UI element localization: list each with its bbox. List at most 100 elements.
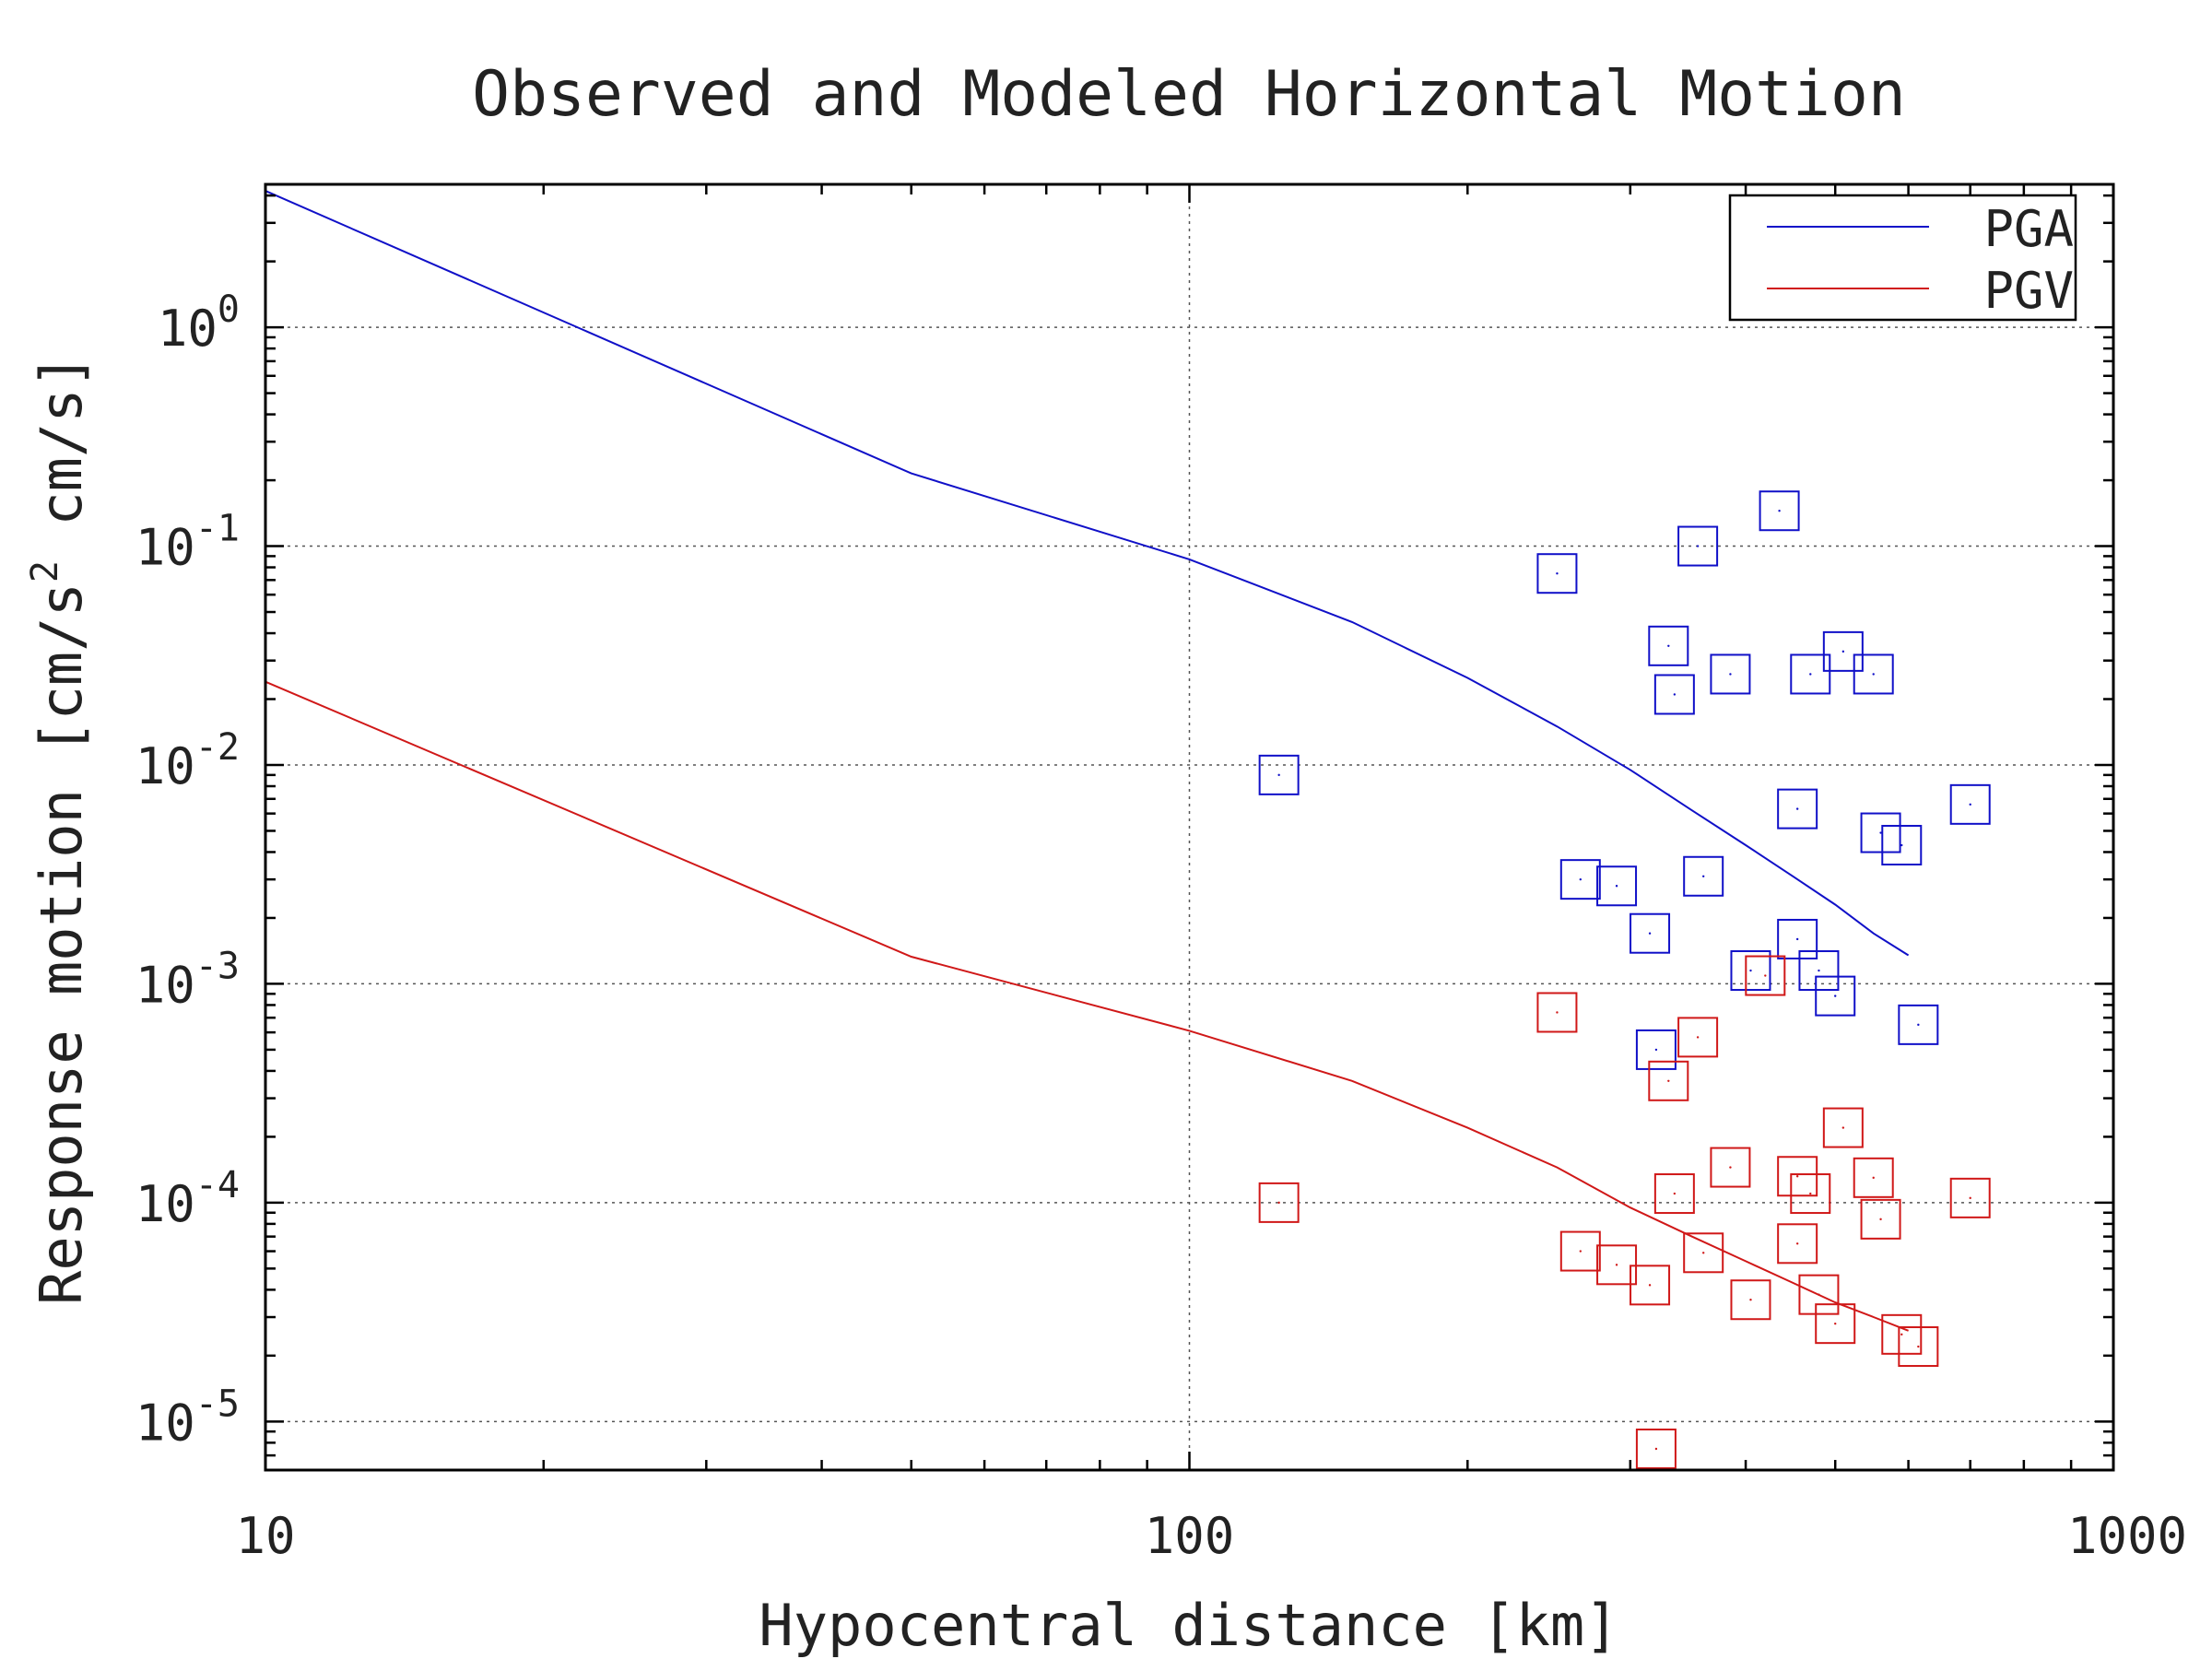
grid-lines xyxy=(265,184,2113,1470)
data-point-pga xyxy=(1860,812,1901,853)
y-tick-label: 10-3 xyxy=(135,945,240,1014)
data-point-center-pgv xyxy=(1795,1242,1799,1245)
data-point-center-pgv xyxy=(1579,1250,1583,1253)
data-point-center-pgv xyxy=(1872,1176,1875,1180)
y-axis-label-main: Response motion [cm/s xyxy=(28,582,95,1305)
y-tick-label-base: 10 xyxy=(135,737,195,795)
data-point-center-pga xyxy=(1277,773,1280,777)
y-tick-label-base: 10 xyxy=(135,956,195,1014)
data-markers xyxy=(1258,490,1991,1469)
data-point-pgv xyxy=(1860,1198,1901,1240)
data-point-pgv xyxy=(1635,1428,1677,1469)
data-point-center-pgv xyxy=(1749,1299,1752,1301)
y-tick-label-base: 10 xyxy=(135,1394,195,1452)
data-point-center-pgv xyxy=(1795,1175,1799,1178)
data-point-pga xyxy=(1710,653,1751,695)
y-tick-label-exponent: -1 xyxy=(195,508,240,550)
data-point-center-pgv xyxy=(1729,1166,1732,1169)
data-point-center-pga xyxy=(1673,693,1677,696)
y-tick-label-exponent: -2 xyxy=(195,726,240,769)
data-point-center-pga xyxy=(1556,572,1559,575)
data-point-pga xyxy=(1677,525,1719,567)
data-point-center-pga xyxy=(1900,843,1903,847)
data-point-pgv xyxy=(1777,1156,1818,1197)
data-point-center-pga xyxy=(1795,807,1799,810)
data-point-pgv xyxy=(1710,1147,1751,1188)
data-point-center-pga xyxy=(1579,877,1583,881)
data-point-pga xyxy=(1559,859,1601,900)
legend-label-pgv: PGV xyxy=(1983,262,2074,320)
data-point-center-pgv xyxy=(1834,1322,1837,1325)
data-point-center-pga xyxy=(1778,510,1781,512)
y-tick-label: 10-5 xyxy=(135,1382,240,1452)
data-point-center-pga xyxy=(1729,673,1732,676)
y-axis-label-tail: cm/s] xyxy=(28,354,95,560)
chart-title: Observed and Modeled Horizontal Motion xyxy=(472,58,1906,131)
data-point-center-pgv xyxy=(1648,1284,1652,1287)
x-tick-label: 100 xyxy=(1145,1507,1235,1565)
data-point-pgv xyxy=(1949,1177,1991,1218)
y-tick-label-exponent: -3 xyxy=(195,945,240,987)
data-point-pga xyxy=(1683,855,1724,897)
y-tick-label-base: 10 xyxy=(158,300,218,358)
data-point-center-pga xyxy=(1648,932,1652,935)
y-tick-label-exponent: 0 xyxy=(218,288,240,331)
data-point-pgv xyxy=(1653,1173,1695,1215)
data-point-pga xyxy=(1822,630,1864,672)
y-tick-label-exponent: -4 xyxy=(195,1164,240,1206)
x-tick-label: 10 xyxy=(235,1507,295,1565)
data-point-center-pga xyxy=(1834,994,1837,997)
data-point-pgv xyxy=(1898,1326,1939,1368)
data-point-pgv xyxy=(1630,1265,1671,1306)
data-point-pga xyxy=(1949,783,1991,825)
data-point-pgv xyxy=(1677,1017,1719,1058)
series-line-pgv xyxy=(265,680,1909,1332)
data-point-pgv xyxy=(1853,1157,1894,1198)
data-point-pga xyxy=(1790,653,1831,695)
data-point-center-pga xyxy=(1654,1048,1658,1052)
data-point-pgv xyxy=(1822,1107,1864,1148)
data-point-center-pgv xyxy=(1879,1218,1882,1221)
data-point-pga xyxy=(1536,553,1578,594)
data-point-pgv xyxy=(1777,1223,1818,1265)
y-tick-label-base: 10 xyxy=(135,519,195,577)
data-point-center-pgv xyxy=(1764,974,1767,977)
data-point-center-pgv xyxy=(1818,1293,1820,1296)
data-point-pga xyxy=(1777,788,1818,830)
data-point-center-pga xyxy=(1667,644,1670,648)
data-point-center-pgv xyxy=(1615,1264,1618,1266)
data-point-pgv xyxy=(1798,1274,1840,1315)
data-point-center-pgv xyxy=(1841,1126,1845,1129)
data-point-pgv xyxy=(1559,1230,1601,1272)
data-point-pga xyxy=(1798,950,1840,992)
legend: PGA PGV xyxy=(1728,194,2077,322)
data-point-pga xyxy=(1881,825,1923,866)
data-point-pga xyxy=(1853,653,1894,695)
y-tick-label: 10-4 xyxy=(135,1164,240,1233)
data-point-center-pga xyxy=(1917,1023,1920,1027)
data-point-center-pgv xyxy=(1809,1192,1812,1195)
y-axis-label-superscript: 2 xyxy=(24,560,66,582)
data-point-center-pgv xyxy=(1917,1345,1920,1348)
data-point-pga xyxy=(1648,625,1689,666)
x-axis-label: Hypocentral distance [km] xyxy=(759,1592,1618,1659)
data-point-pga xyxy=(1635,1029,1677,1070)
data-point-pga xyxy=(1653,674,1695,715)
data-point-pga xyxy=(1258,754,1300,795)
legend-box xyxy=(1728,194,2077,322)
data-point-center-pga xyxy=(1841,650,1845,653)
y-tick-label: 100 xyxy=(158,288,240,358)
data-point-pga xyxy=(1630,912,1671,954)
data-point-center-pgv xyxy=(1277,1201,1280,1205)
y-tick-label: 10-1 xyxy=(135,508,240,577)
data-point-pga xyxy=(1777,918,1818,959)
data-point-pgv xyxy=(1536,992,1578,1033)
axis-ticks xyxy=(264,184,2115,1472)
data-point-center-pgv xyxy=(1969,1196,1971,1200)
data-point-center-pga xyxy=(1696,545,1700,547)
data-point-center-pgv xyxy=(1701,1252,1705,1254)
data-point-center-pgv xyxy=(1696,1036,1700,1039)
data-point-center-pga xyxy=(1749,969,1752,972)
x-tick-label: 1000 xyxy=(2067,1507,2187,1565)
